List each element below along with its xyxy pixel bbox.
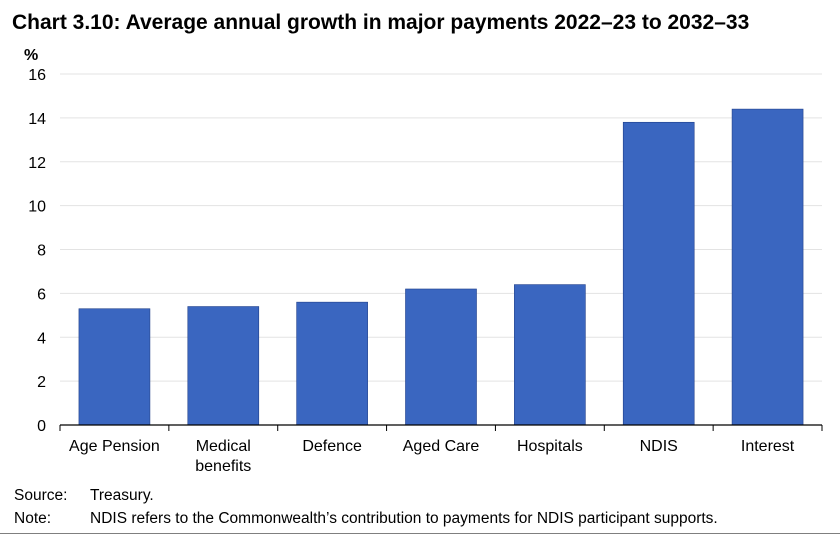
y-tick-label: 10 [28, 199, 46, 216]
y-tick-label: 8 [37, 243, 46, 260]
y-tick-label: 4 [37, 330, 46, 347]
x-tick-label: NDIS [640, 438, 678, 455]
bar [731, 108, 804, 426]
x-tick-label: Hospitals [517, 438, 583, 455]
bottom-rule [0, 533, 840, 534]
bar [78, 308, 151, 426]
note-row: Note: NDIS refers to the Commonwealth’s … [14, 507, 718, 530]
bar-chart: 0 2 4 6 8 10 12 14 16 Age Pension Medical benefits D… [24, 47, 823, 475]
bar [514, 284, 586, 426]
source-label: Source: [14, 487, 68, 504]
bar [187, 306, 260, 426]
y-tick-label: 14 [28, 111, 46, 128]
bar [622, 121, 695, 426]
y-tick-label: 16 [28, 67, 46, 84]
chart-notes: Source: Treasury. Note: NDIS refers to t… [14, 484, 718, 530]
source-text: Treasury. [90, 487, 154, 504]
x-tick-label: Defence [302, 438, 362, 455]
x-tick-label: Medical benefits [195, 438, 251, 475]
x-tick-label: Aged Care [403, 438, 480, 455]
x-tick-label: Age Pension [69, 438, 160, 455]
x-tick-label: Interest [741, 438, 795, 455]
axes: 0 2 4 6 8 10 12 14 16 Age Pension Medical benefits D… [28, 67, 823, 475]
y-tick-label: 6 [37, 286, 46, 303]
note-text: NDIS refers to the Commonwealth’s contri… [90, 510, 718, 527]
y-tick-label: 0 [37, 418, 46, 435]
bar [296, 301, 368, 426]
y-tick-label: 2 [37, 374, 46, 391]
source-row: Source: Treasury. [14, 484, 718, 507]
note-label: Note: [14, 510, 52, 527]
chart-title: Chart 3.10: Average annual growth in maj… [12, 11, 750, 34]
y-tick-label: 12 [28, 155, 46, 172]
y-axis-label: % [24, 47, 38, 64]
bars [78, 108, 804, 426]
bar [405, 288, 477, 426]
